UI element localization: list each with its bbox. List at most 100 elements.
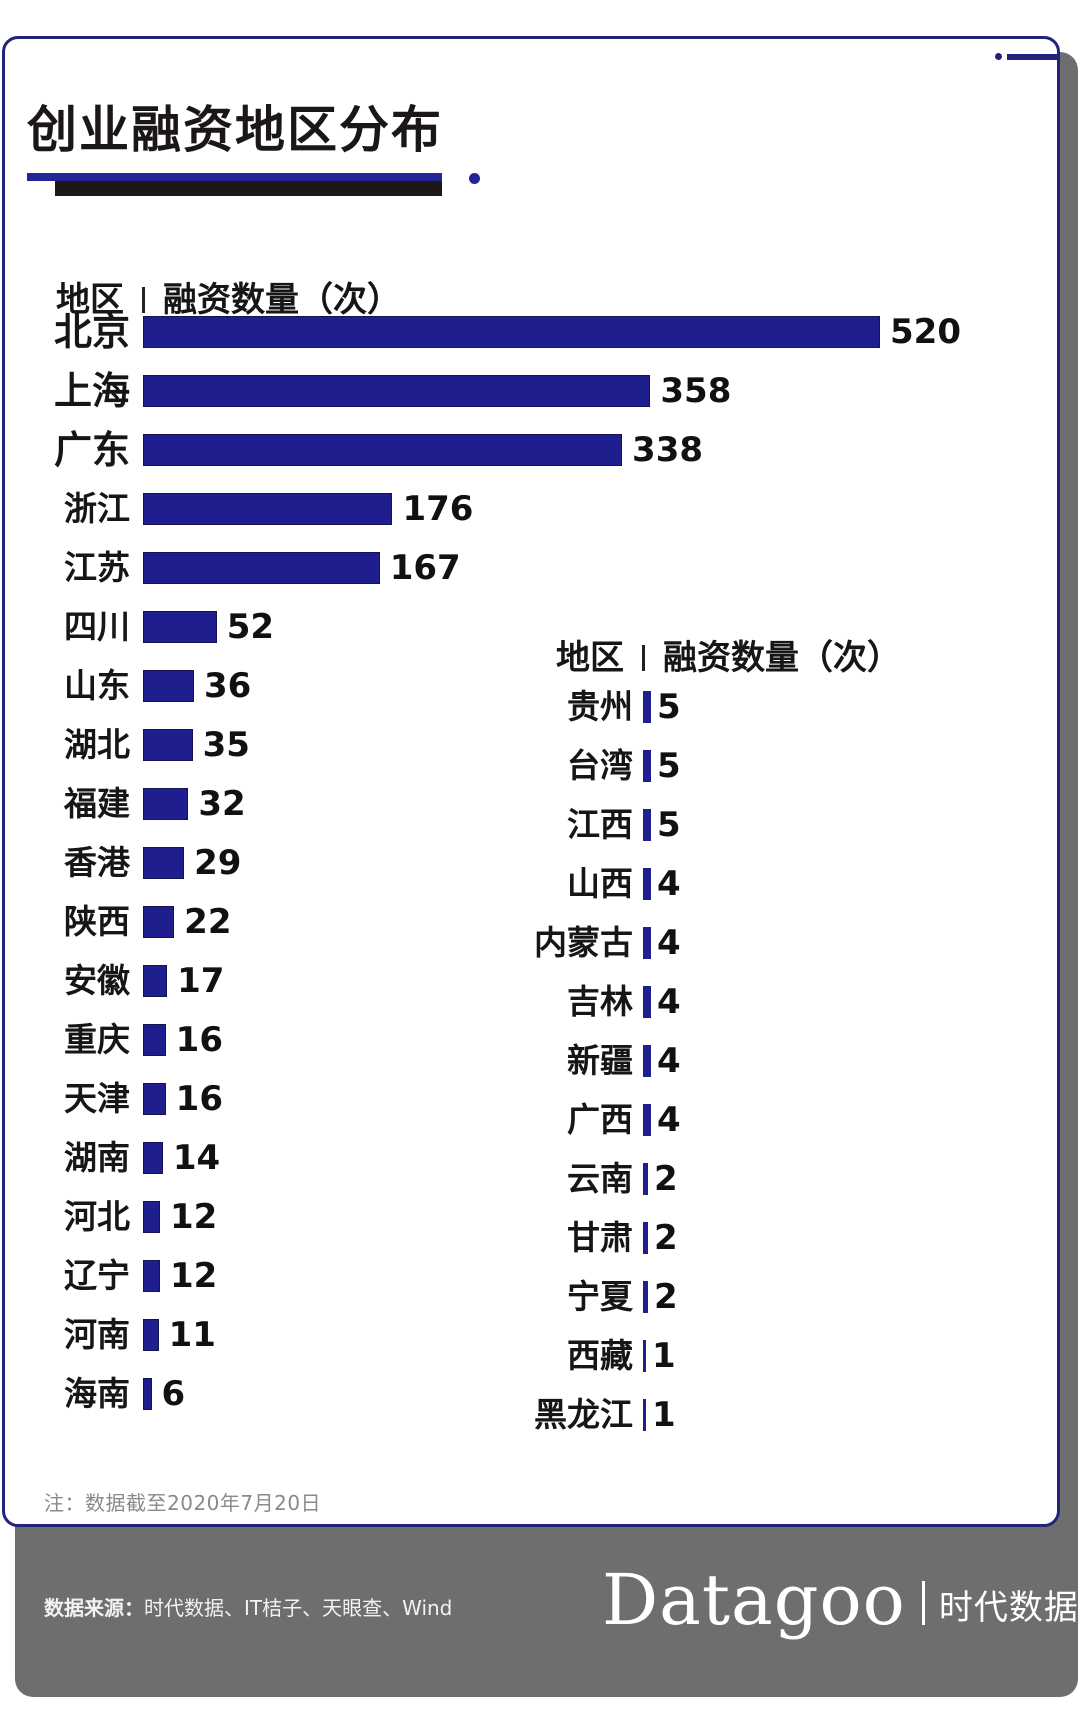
region-label: 甘肃 <box>567 1218 633 1257</box>
region-label: 内蒙古 <box>534 923 633 962</box>
region-label: 陕西 <box>64 902 130 941</box>
region-label: 福建 <box>64 784 130 823</box>
bar <box>143 1024 166 1056</box>
value-label: 4 <box>657 1100 681 1140</box>
bar <box>643 809 651 841</box>
bar <box>143 1260 160 1292</box>
bar <box>643 750 651 782</box>
brand-separator <box>921 1581 925 1625</box>
source-label: 数据来源： <box>44 1596 144 1620</box>
value-label: 1 <box>652 1395 676 1435</box>
bar <box>143 1142 163 1174</box>
value-label: 5 <box>657 687 681 727</box>
bar-row: 山东 36 <box>0 664 1080 708</box>
value-label: 16 <box>175 1079 223 1119</box>
region-label: 香港 <box>64 843 130 882</box>
bar <box>643 927 651 959</box>
value-label: 11 <box>168 1315 216 1355</box>
bar <box>143 493 393 525</box>
region-label: 河北 <box>64 1197 130 1236</box>
bar-row: 福建 32 <box>0 782 1080 826</box>
right-column-header: 地区 融资数量（次） <box>556 630 901 679</box>
value-label: 14 <box>172 1138 221 1178</box>
bar-row: 甘肃 2 <box>0 1216 1080 1260</box>
source-text: 时代数据、IT桔子、天眼查、Wind <box>144 1596 453 1620</box>
value-label: 520 <box>890 312 961 352</box>
region-label: 上海 <box>53 369 130 413</box>
bar-row: 台湾 5 <box>0 744 1080 788</box>
bar-row: 浙江 176 <box>0 487 1080 531</box>
value-label: 2 <box>654 1277 678 1317</box>
brand-logo: Datagoo 时代数据 <box>602 1559 1079 1641</box>
bar <box>143 670 195 702</box>
value-label: 167 <box>389 548 461 588</box>
value-label: 2 <box>654 1159 678 1199</box>
bar-row: 北京 520 <box>0 310 1080 354</box>
bar-row: 四川 52 <box>0 605 1080 649</box>
value-label: 4 <box>657 982 681 1022</box>
region-label: 安徽 <box>64 961 130 1000</box>
region-label: 广西 <box>567 1100 633 1139</box>
bar-row: 陕西 22 <box>0 900 1080 944</box>
value-label: 2 <box>654 1218 678 1258</box>
bar-row: 湖南 14 <box>0 1136 1080 1180</box>
bar <box>143 729 193 761</box>
bar <box>643 1399 646 1431</box>
brand-wordmark: Datagoo <box>602 1559 906 1641</box>
bar-row: 海南 6 <box>0 1372 1080 1416</box>
bar <box>143 1378 152 1410</box>
data-note: 注：数据截至2020年7月20日 <box>44 1491 322 1515</box>
bar-row: 吉林 4 <box>0 980 1080 1024</box>
bar <box>643 1340 646 1372</box>
region-label: 贵州 <box>567 687 633 726</box>
bar-row: 辽宁 12 <box>0 1254 1080 1298</box>
value-label: 5 <box>657 805 681 845</box>
bar-row: 河南 11 <box>0 1313 1080 1357</box>
region-label: 河南 <box>64 1315 130 1354</box>
bar <box>643 1222 648 1254</box>
bar-row: 山西 4 <box>0 862 1080 906</box>
region-label: 西藏 <box>567 1336 633 1375</box>
bar-row: 内蒙古 4 <box>0 921 1080 965</box>
bar <box>143 434 623 466</box>
bar-row: 重庆 16 <box>0 1018 1080 1062</box>
region-label: 重庆 <box>64 1020 130 1059</box>
bar <box>143 1319 159 1351</box>
region-label: 吉林 <box>567 982 633 1021</box>
header-count: 融资数量（次） <box>163 280 401 320</box>
value-label: 5 <box>657 746 681 786</box>
value-label: 52 <box>226 607 275 647</box>
value-label: 4 <box>657 1041 681 1081</box>
region-label: 北京 <box>53 310 130 354</box>
bar-row: 安徽 17 <box>0 959 1080 1003</box>
bar <box>643 1104 651 1136</box>
bar-row: 西藏 1 <box>0 1334 1080 1378</box>
value-label: 6 <box>161 1374 186 1414</box>
bar <box>143 788 189 820</box>
bar <box>643 1281 648 1313</box>
region-label: 江苏 <box>64 548 130 587</box>
title-underline-dot <box>469 173 480 184</box>
bar <box>143 316 880 348</box>
value-label: 17 <box>177 961 225 1001</box>
bar <box>643 1163 648 1195</box>
title-underline-blue <box>27 173 442 181</box>
header-separator <box>142 287 145 313</box>
region-label: 黑龙江 <box>534 1395 633 1434</box>
header-region: 地区 <box>56 280 124 320</box>
bar-row: 广东 338 <box>0 428 1080 472</box>
value-label: 35 <box>202 725 250 765</box>
value-label: 4 <box>657 923 681 963</box>
bar-row: 贵州 5 <box>0 685 1080 729</box>
bar <box>143 552 380 584</box>
region-label: 湖南 <box>64 1138 130 1177</box>
chart-title: 创业融资地区分布 <box>27 101 443 159</box>
bar <box>143 611 217 643</box>
bar-row: 宁夏 2 <box>0 1275 1080 1319</box>
region-label: 四川 <box>64 607 130 646</box>
value-label: 176 <box>402 489 474 529</box>
bar-row: 河北 12 <box>0 1195 1080 1239</box>
value-label: 4 <box>657 864 681 904</box>
bar <box>643 986 651 1018</box>
bar-row: 黑龙江 1 <box>0 1393 1080 1437</box>
